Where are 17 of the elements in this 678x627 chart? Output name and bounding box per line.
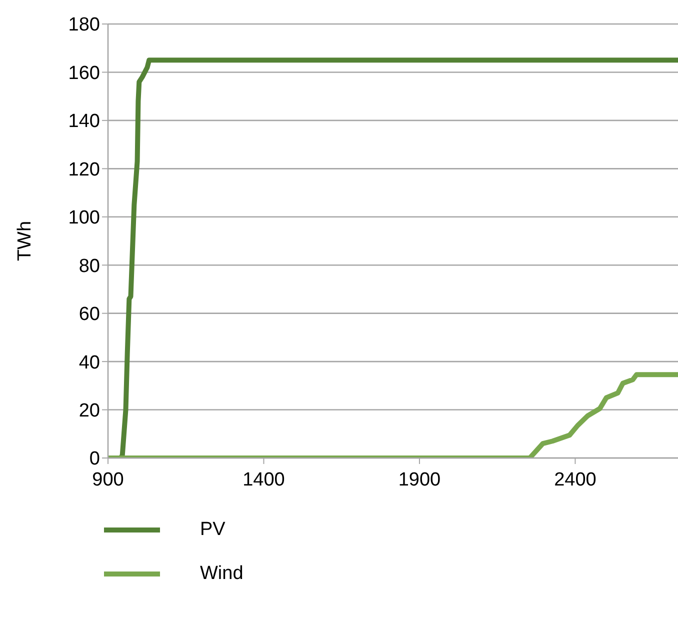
y-tick-label: 80 [78, 256, 100, 277]
x-tick-label: 900 [92, 469, 124, 490]
legend-label: PV [200, 519, 226, 541]
legend-label: Wind [200, 563, 244, 585]
y-tick-label: 100 [68, 208, 100, 229]
y-tick-label: 120 [68, 159, 100, 180]
x-tick-label: 1400 [242, 469, 285, 490]
x-tick-label: 1900 [398, 469, 441, 490]
y-tick-label: 180 [68, 14, 100, 36]
y-tick-label: 60 [78, 304, 100, 326]
y-tick-label: 40 [78, 352, 100, 374]
x-tick-label: 2400 [554, 469, 596, 490]
y-tick-label: 140 [68, 111, 100, 132]
y-tick-label: 0 [89, 448, 100, 470]
y-axis-title: TWh [14, 220, 36, 262]
y-tick-label: 20 [78, 400, 100, 422]
y-tick-label: 160 [68, 62, 100, 84]
